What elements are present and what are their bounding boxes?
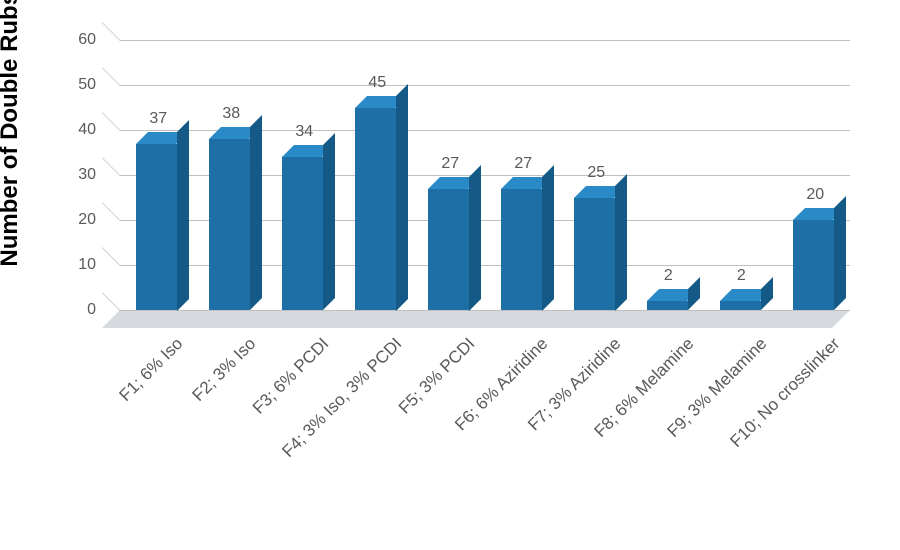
y-tick-label: 50 [78, 76, 96, 94]
bars-layer: 373834452727252220 [120, 40, 850, 310]
bar-side [542, 165, 554, 311]
y-tick-label: 0 [87, 301, 96, 319]
x-tick-label: F9; 3% Melamine [757, 334, 771, 348]
gridline: 0 [120, 310, 850, 311]
x-tick-label: F1; 6% Iso [173, 334, 187, 348]
bar-face [209, 139, 249, 310]
bar-value-label: 34 [295, 123, 313, 141]
bar-face [574, 198, 614, 311]
y-tick-label: 40 [78, 121, 96, 139]
y-tick-label: 20 [78, 211, 96, 229]
bar-face [355, 108, 395, 311]
bar-face [720, 301, 760, 310]
bar-face [136, 144, 176, 311]
bar-value-label: 27 [441, 155, 459, 173]
bar-value-label: 20 [806, 186, 824, 204]
y-axis-title: Number of Double Rubs [0, 0, 24, 267]
bar-side [250, 115, 262, 310]
bar-side [323, 133, 335, 310]
x-tick-label: F5; 3% PCDI [465, 334, 479, 348]
y-tick-label: 60 [78, 31, 96, 49]
x-tick-label: F6; 6% Aziridine [538, 334, 552, 348]
bar: 34 [282, 157, 322, 310]
bar-side [834, 196, 846, 310]
bar-value-label: 2 [664, 267, 673, 285]
x-tick-label: F10; No crosslinker [830, 334, 844, 348]
plot-area: 0102030405060 373834452727252220 [120, 40, 850, 310]
x-tick-label: F3; 6% PCDI [319, 334, 333, 348]
bar: 2 [647, 301, 687, 310]
bar-value-label: 38 [222, 105, 240, 123]
bar: 25 [574, 198, 614, 311]
bar-value-label: 45 [368, 74, 386, 92]
bar: 2 [720, 301, 760, 310]
chart-container: Number of Double Rubs 0102030405060 3738… [0, 0, 900, 550]
bar-side [615, 174, 627, 311]
bar-side [396, 84, 408, 311]
bar-side [688, 277, 700, 310]
bar-side [761, 277, 773, 310]
x-tick-label: F8; 6% Melamine [684, 334, 698, 348]
x-tick-label: F7; 3% Aziridine [611, 334, 625, 348]
bar: 20 [793, 220, 833, 310]
chart-floor [102, 310, 850, 328]
y-tick-label: 10 [78, 256, 96, 274]
x-tick-label: F2; 3% Iso [246, 334, 260, 348]
bar: 38 [209, 139, 249, 310]
bar-face [282, 157, 322, 310]
bar-face [793, 220, 833, 310]
bar-face [647, 301, 687, 310]
bar-face [501, 189, 541, 311]
x-tick-label: F4; 3% Iso, 3% PCDI [392, 334, 406, 348]
bar-value-label: 37 [149, 110, 167, 128]
x-axis-labels: F1; 6% Iso F2; 3% Iso F3; 6% PCDI F4; 3% Is… [120, 330, 850, 530]
y-tick-label: 30 [78, 166, 96, 184]
bar-side [469, 165, 481, 311]
bar: 45 [355, 108, 395, 311]
bar-value-label: 27 [514, 155, 532, 173]
bar-value-label: 25 [587, 164, 605, 182]
bar-face [428, 189, 468, 311]
bar: 27 [501, 189, 541, 311]
bar-value-label: 2 [737, 267, 746, 285]
bar: 27 [428, 189, 468, 311]
bar-side [177, 120, 189, 311]
bar: 37 [136, 144, 176, 311]
